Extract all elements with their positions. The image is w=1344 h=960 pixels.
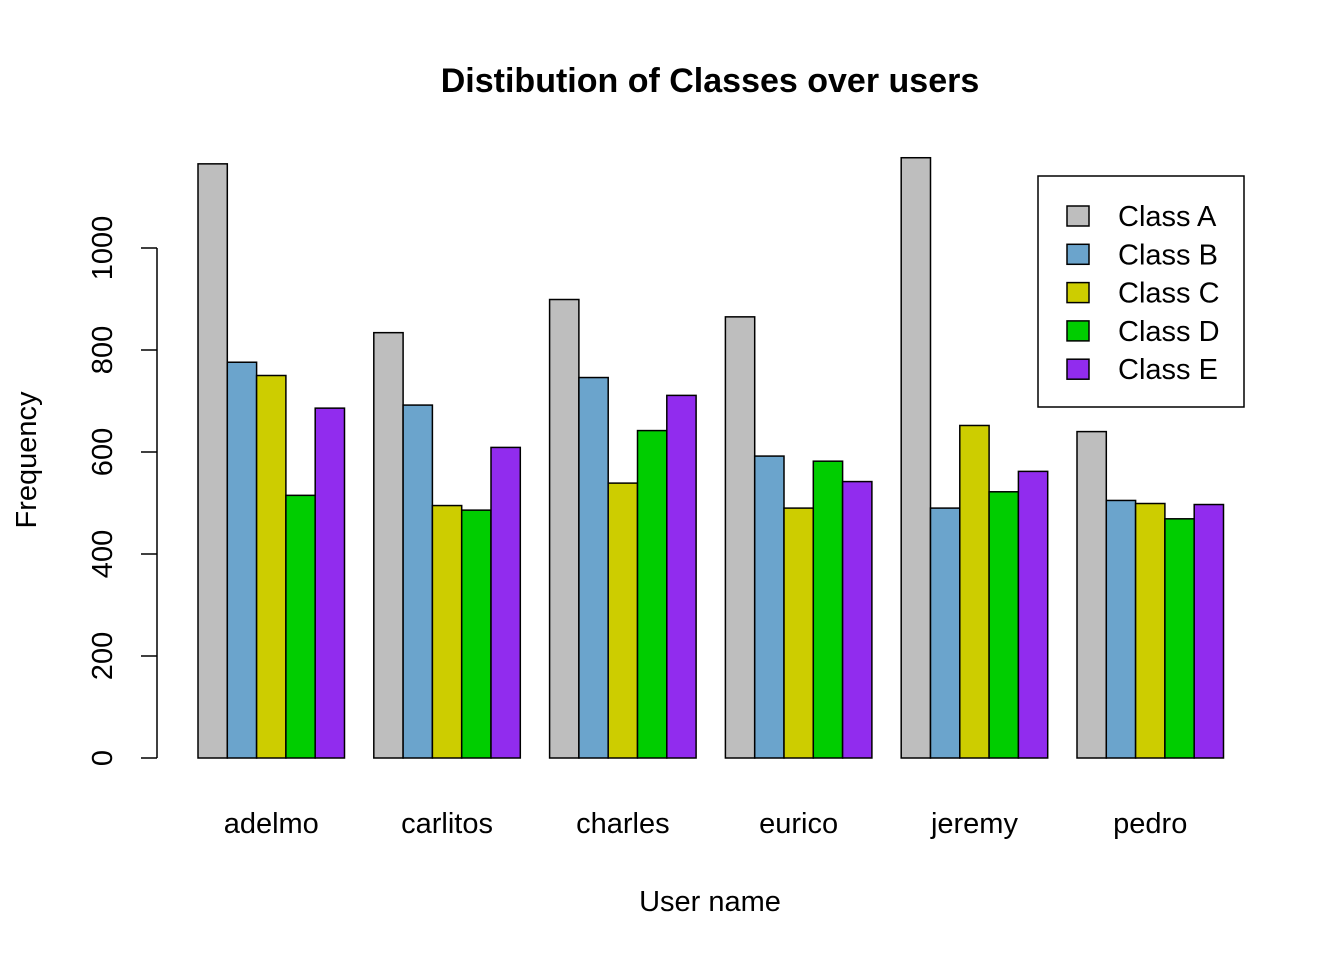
bar-adelmo-class-c bbox=[255, 374, 287, 759]
bar-jeremy-class-e bbox=[1017, 470, 1049, 759]
y-axis-label: Frequency bbox=[11, 391, 43, 529]
bar-charles-class-b bbox=[578, 376, 609, 759]
legend-swatch-class-c bbox=[1066, 281, 1090, 304]
bar-charles-class-a bbox=[548, 298, 580, 759]
y-tick-label: 1000 bbox=[87, 216, 119, 281]
category-label-eurico: eurico bbox=[759, 808, 838, 840]
bar-adelmo-class-b bbox=[226, 361, 258, 759]
y-tick-label: 600 bbox=[87, 428, 119, 476]
bar-eurico-class-e bbox=[841, 480, 873, 759]
bar-pedro-class-d bbox=[1164, 518, 1195, 759]
legend-swatch-class-e bbox=[1066, 358, 1090, 380]
bar-charles-class-e bbox=[666, 394, 697, 759]
bar-jeremy-class-b bbox=[929, 507, 961, 759]
bar-jeremy-class-a bbox=[900, 156, 932, 759]
y-axis: 0 200 400 600 800 1000 bbox=[87, 216, 158, 766]
y-tick-label: 0 bbox=[87, 750, 119, 766]
category-label-carlitos: carlitos bbox=[401, 808, 493, 840]
y-tick-label: 800 bbox=[87, 326, 119, 374]
legend-label-class-c: Class C bbox=[1118, 278, 1220, 310]
y-tick-label: 400 bbox=[87, 530, 119, 578]
bar-carlitos-class-d bbox=[460, 509, 492, 759]
bar-eurico-class-b bbox=[753, 455, 785, 759]
legend: Class A Class B Class C Class D Class E bbox=[1037, 175, 1245, 408]
legend-label-class-b: Class B bbox=[1118, 239, 1218, 271]
bar-eurico-class-a bbox=[724, 316, 756, 759]
category-label-adelmo: adelmo bbox=[224, 808, 319, 840]
category-labels: adelmo carlitos charles eurico jeremy pedro bbox=[224, 808, 1188, 840]
bar-eurico-class-c bbox=[783, 507, 815, 759]
bar-pedro-class-b bbox=[1105, 499, 1137, 759]
bar-carlitos-class-b bbox=[402, 404, 434, 759]
category-label-pedro: pedro bbox=[1113, 808, 1187, 840]
bar-charles-class-c bbox=[607, 482, 639, 759]
bar-jeremy-class-d bbox=[988, 491, 1020, 759]
bar-jeremy-class-c bbox=[959, 424, 990, 759]
x-axis-label: User name bbox=[639, 886, 781, 918]
bar-carlitos-class-c bbox=[431, 504, 463, 759]
y-tick-label: 200 bbox=[87, 632, 119, 680]
chart-title: Distibution of Classes over users bbox=[441, 62, 980, 100]
bar-pedro-class-c bbox=[1134, 502, 1166, 759]
bars bbox=[197, 156, 1225, 759]
bar-adelmo-class-d bbox=[285, 494, 316, 759]
legend-label-class-a: Class A bbox=[1118, 201, 1217, 233]
category-label-charles: charles bbox=[576, 808, 670, 840]
legend-swatch-class-b bbox=[1066, 243, 1090, 266]
bar-charles-class-d bbox=[636, 429, 668, 759]
bar-pedro-class-a bbox=[1076, 430, 1108, 759]
bar-carlitos-class-a bbox=[373, 331, 404, 759]
legend-swatch-class-a bbox=[1066, 205, 1090, 227]
bar-carlitos-class-e bbox=[490, 446, 522, 759]
category-label-jeremy: jeremy bbox=[930, 808, 1019, 840]
bar-adelmo-class-a bbox=[197, 163, 229, 759]
legend-swatch-class-d bbox=[1066, 320, 1090, 342]
legend-label-class-d: Class D bbox=[1118, 316, 1220, 348]
bar-pedro-class-e bbox=[1193, 503, 1225, 759]
bar-eurico-class-d bbox=[812, 460, 844, 759]
bar-adelmo-class-e bbox=[314, 407, 346, 759]
legend-label-class-e: Class E bbox=[1118, 354, 1218, 386]
